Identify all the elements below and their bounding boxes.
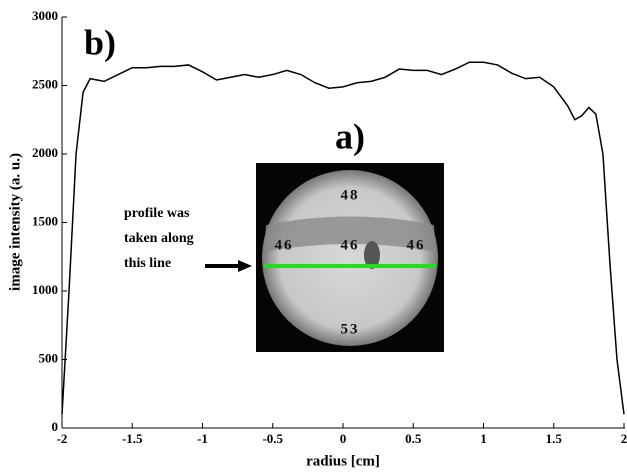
phantom-disk <box>262 170 438 346</box>
inset-label: 53 <box>341 321 360 337</box>
inset-image <box>256 163 444 352</box>
x-tick-label: -1 <box>197 431 208 446</box>
x-tick-label: 0 <box>340 431 347 446</box>
gray-band <box>264 216 436 252</box>
x-tick-label: -1.5 <box>122 431 143 446</box>
y-tick-label: 500 <box>39 350 59 365</box>
dark-spot <box>364 241 380 269</box>
y-tick-label: 2000 <box>32 145 58 160</box>
profile-curve <box>61 61 625 415</box>
y-tick-label: 2500 <box>32 76 58 91</box>
inset-label: 48 <box>341 187 360 203</box>
arrow <box>205 260 252 272</box>
panel-label: b) <box>84 22 116 62</box>
y-axis-label: image intensity (a. u.) <box>7 153 23 291</box>
x-tick-label: -0.5 <box>262 431 283 446</box>
y-tick-label: 0 <box>52 419 59 434</box>
panel-label: a) <box>335 116 365 156</box>
x-tick-label: 2 <box>621 431 627 446</box>
inset-label: 46 <box>407 237 426 253</box>
y-tick-label: 1500 <box>32 213 58 228</box>
x-tick-label: 1 <box>480 431 487 446</box>
caption-line: this line <box>124 256 171 271</box>
y-tick-label: 1000 <box>32 282 58 297</box>
x-axis-label: radius [cm] <box>306 453 380 469</box>
caption-line: profile was <box>124 206 190 221</box>
x-tick-label: 1.5 <box>546 431 563 446</box>
inset-label: 46 <box>341 237 360 253</box>
x-tick-label: 0.5 <box>405 431 422 446</box>
inset-label: 46 <box>275 237 294 253</box>
x-tick-label: -2 <box>57 431 68 446</box>
caption-line: taken along <box>124 231 194 246</box>
y-tick-label: 3000 <box>32 8 58 23</box>
